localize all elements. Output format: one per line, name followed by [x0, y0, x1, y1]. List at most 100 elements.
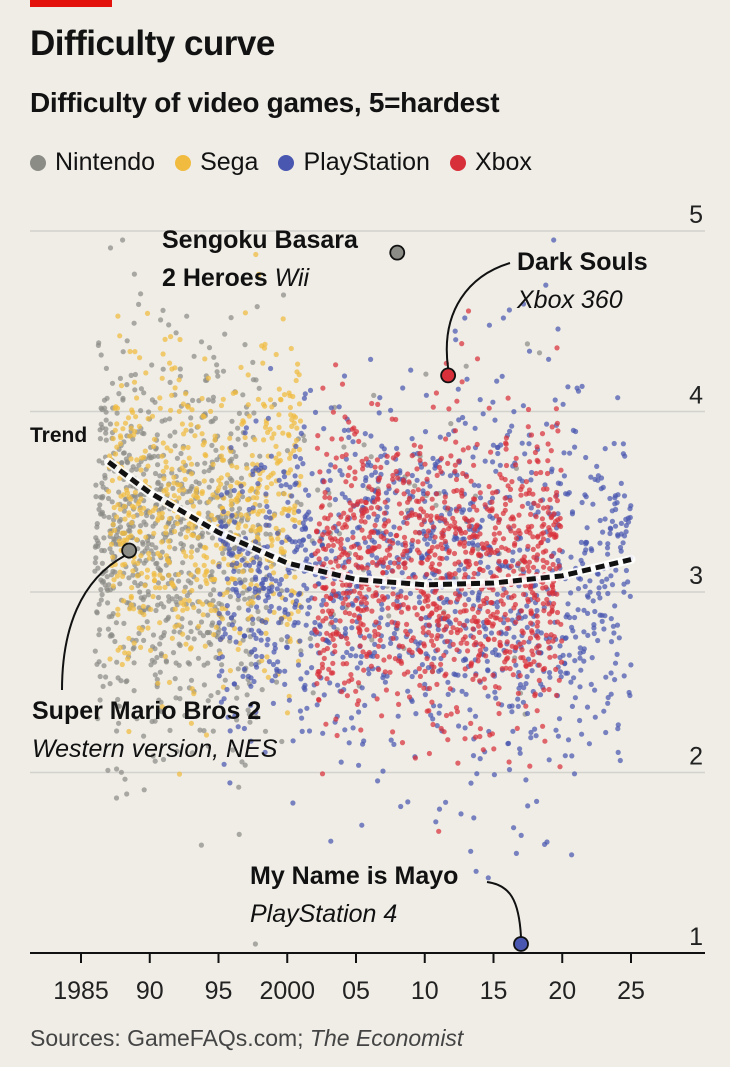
point-playstation: [289, 493, 295, 499]
point-nintendo: [369, 637, 375, 643]
point-xbox: [539, 516, 546, 522]
point-playstation: [517, 746, 523, 752]
point-xbox: [442, 494, 448, 500]
point-xbox: [421, 685, 427, 691]
point-xbox: [338, 514, 344, 520]
point-playstation: [378, 453, 384, 459]
point-xbox: [535, 503, 541, 509]
point-xbox: [502, 611, 508, 617]
point-xbox: [324, 676, 330, 682]
point-xbox: [474, 522, 480, 528]
point-sega: [125, 415, 132, 421]
point-xbox: [527, 459, 533, 465]
point-sega: [143, 370, 149, 376]
point-xbox: [454, 508, 460, 514]
point-xbox: [462, 666, 468, 672]
point-xbox: [448, 523, 454, 529]
x-tick-label-2010: 10: [411, 977, 439, 1005]
point-xbox: [340, 525, 346, 531]
point-sega: [137, 528, 143, 534]
point-playstation: [270, 661, 277, 668]
point-sega: [225, 510, 231, 516]
point-sega: [237, 630, 243, 636]
point-nintendo: [120, 395, 126, 401]
point-sega: [273, 351, 279, 358]
point-xbox: [426, 685, 433, 691]
point-xbox: [465, 445, 471, 451]
point-xbox: [494, 615, 500, 621]
point-playstation: [309, 471, 315, 477]
point-xbox: [360, 649, 366, 655]
point-xbox: [545, 441, 551, 447]
point-playstation: [562, 753, 568, 759]
x-tick-label-1995: 95: [205, 977, 233, 1005]
point-playstation: [523, 681, 529, 687]
point-xbox: [443, 436, 449, 442]
point-xbox: [402, 515, 408, 521]
point-playstation: [611, 440, 617, 447]
point-nintendo: [224, 480, 230, 486]
point-playstation: [242, 430, 248, 436]
point-sega: [166, 538, 172, 544]
point-playstation: [416, 594, 422, 600]
point-xbox: [427, 517, 434, 523]
point-xbox: [540, 723, 546, 729]
point-nintendo: [248, 661, 254, 667]
trend-label: Trend: [30, 424, 87, 447]
point-xbox: [474, 441, 480, 447]
legend: Nintendo Sega PlayStation Xbox: [30, 148, 552, 177]
point-playstation: [471, 482, 477, 488]
point-xbox: [385, 518, 391, 524]
point-playstation: [414, 477, 420, 483]
point-xbox: [553, 493, 559, 499]
point-playstation: [453, 337, 459, 343]
point-xbox: [543, 548, 549, 554]
annotation-mayo-title: My Name is Mayo: [250, 862, 458, 890]
point-xbox: [445, 505, 451, 511]
point-sega: [195, 495, 201, 501]
point-xbox: [419, 605, 425, 611]
point-playstation: [282, 668, 288, 674]
point-nintendo: [176, 578, 182, 584]
point-sega: [166, 679, 173, 685]
point-sega: [245, 372, 251, 378]
point-playstation: [620, 540, 626, 546]
point-xbox: [523, 491, 529, 497]
point-xbox: [383, 687, 389, 693]
point-xbox: [418, 649, 424, 655]
point-xbox: [396, 701, 402, 707]
point-nintendo: [149, 718, 155, 725]
point-xbox: [373, 619, 379, 625]
point-sega: [243, 523, 249, 529]
point-playstation: [470, 454, 476, 460]
point-playstation: [618, 531, 625, 537]
point-playstation: [434, 723, 440, 729]
point-nintendo: [99, 480, 105, 486]
point-playstation: [256, 628, 262, 634]
point-xbox: [477, 726, 483, 732]
point-playstation: [241, 666, 247, 672]
point-playstation: [597, 595, 603, 601]
point-playstation: [275, 659, 281, 665]
point-xbox: [410, 489, 416, 495]
point-nintendo: [236, 568, 242, 574]
point-playstation: [258, 465, 264, 471]
point-nintendo: [99, 425, 105, 431]
point-sega: [165, 482, 171, 488]
point-playstation: [277, 581, 283, 587]
point-playstation: [278, 483, 284, 489]
point-xbox: [425, 490, 431, 496]
point-playstation: [608, 639, 615, 645]
point-playstation: [326, 640, 332, 646]
point-xbox: [475, 653, 482, 659]
point-sega: [117, 441, 124, 447]
point-xbox: [378, 533, 384, 540]
point-sega: [181, 487, 187, 493]
point-playstation: [263, 576, 269, 582]
point-playstation: [374, 555, 380, 561]
point-nintendo: [98, 577, 104, 583]
point-playstation: [292, 473, 298, 479]
point-xbox: [421, 517, 427, 523]
point-playstation: [253, 418, 259, 424]
point-playstation: [304, 512, 310, 518]
